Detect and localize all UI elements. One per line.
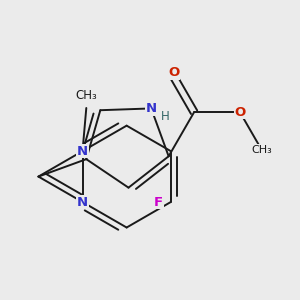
Text: N: N xyxy=(146,102,157,115)
Text: O: O xyxy=(168,66,179,79)
Text: N: N xyxy=(77,145,88,158)
Text: O: O xyxy=(234,106,246,119)
Text: CH₃: CH₃ xyxy=(75,89,97,102)
Text: N: N xyxy=(77,196,88,208)
Text: CH₃: CH₃ xyxy=(251,145,272,155)
Text: H: H xyxy=(160,110,169,123)
Text: F: F xyxy=(154,196,163,208)
